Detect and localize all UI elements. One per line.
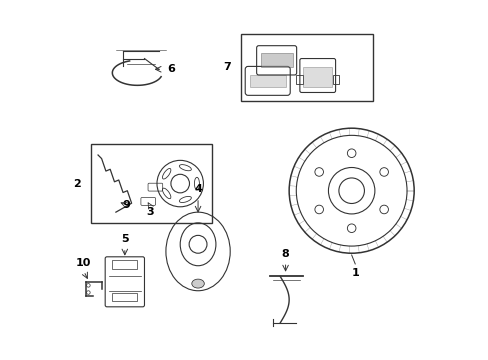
Bar [303,67,331,87]
Bar [241,33,372,102]
Text: 3: 3 [146,207,153,217]
Bar [91,144,212,223]
Text: 1: 1 [351,267,358,278]
Text: 10: 10 [76,257,91,267]
Text: 4: 4 [194,184,202,194]
Text: 8: 8 [281,249,289,258]
Text: 5: 5 [121,234,128,244]
Text: 9: 9 [122,200,130,210]
Text: 7: 7 [223,63,230,72]
Bar [260,53,292,67]
Text: 6: 6 [167,64,175,74]
Text: 2: 2 [73,179,81,189]
Bar [112,260,137,269]
Bar [249,75,285,87]
Bar [296,75,302,84]
Ellipse shape [191,279,204,288]
Bar [332,75,339,84]
Bar [112,293,137,301]
